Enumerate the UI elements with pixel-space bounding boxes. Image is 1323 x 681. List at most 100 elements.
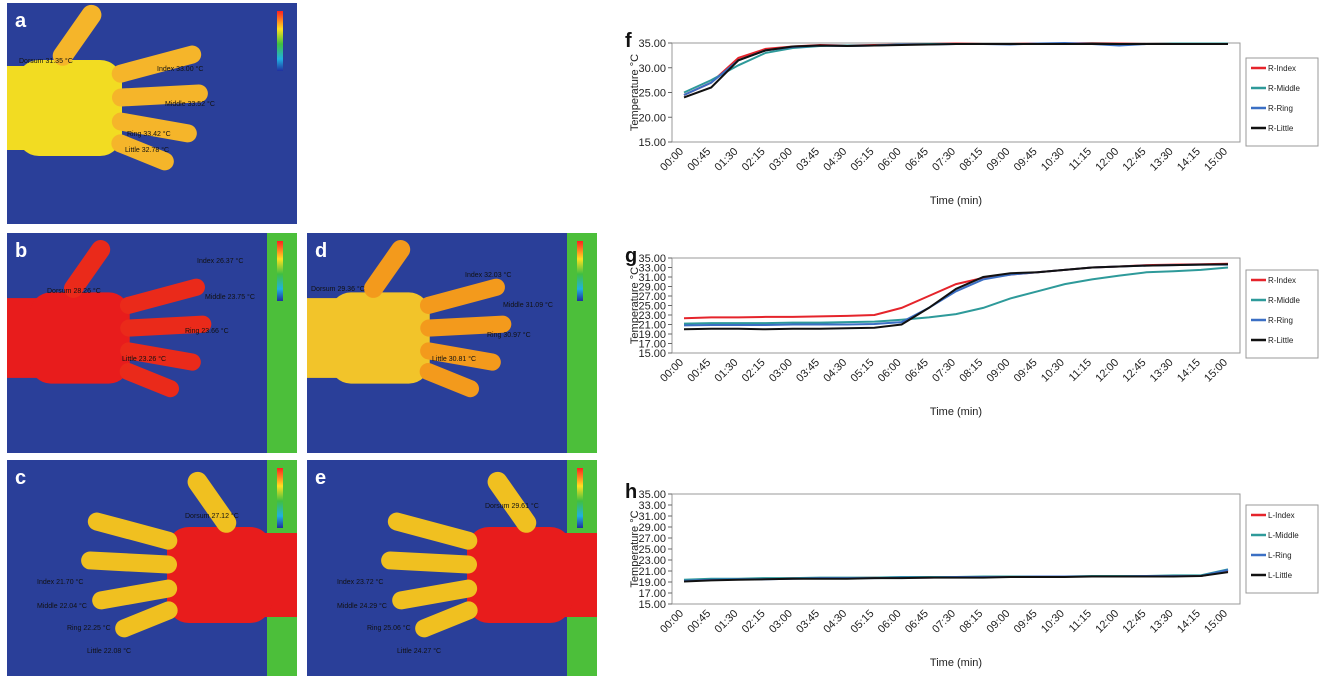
temperature-annotation: Little 23.26 °C bbox=[122, 355, 166, 363]
x-tick-label: 15:00 bbox=[1202, 608, 1230, 636]
y-tick-label: 17.00 bbox=[638, 588, 666, 600]
y-axis-title: Temperature °C bbox=[629, 510, 641, 587]
x-tick-label: 04:30 bbox=[821, 357, 849, 385]
x-tick-label: 01:30 bbox=[713, 608, 741, 636]
temperature-annotation: Index 26.37 °C bbox=[197, 257, 243, 265]
panel-label: c bbox=[15, 467, 26, 489]
x-tick-label: 12:45 bbox=[1121, 608, 1149, 636]
chart-label: h bbox=[625, 481, 637, 503]
x-tick-label: 06:45 bbox=[903, 146, 931, 174]
temperature-annotation: Middle 31.09 °C bbox=[503, 301, 553, 309]
x-tick-label: 11:15 bbox=[1067, 357, 1094, 384]
x-axis-title: Time (min) bbox=[930, 195, 982, 207]
legend-label: R-Index bbox=[1268, 276, 1296, 285]
legend-label: R-Middle bbox=[1268, 296, 1301, 305]
legend-label: R-Little bbox=[1268, 124, 1294, 133]
x-tick-label: 06:00 bbox=[876, 357, 904, 385]
y-tick-label: 15.00 bbox=[638, 137, 666, 149]
x-tick-label: 04:30 bbox=[821, 146, 849, 174]
thermal-image bbox=[0, 1, 297, 224]
x-tick-label: 15:00 bbox=[1202, 357, 1230, 385]
x-tick-label: 03:45 bbox=[794, 146, 822, 174]
x-tick-label: 11:15 bbox=[1067, 146, 1094, 173]
x-tick-label: 10:30 bbox=[1039, 357, 1067, 385]
temperature-annotation: Dorsum 27.12 °C bbox=[185, 512, 239, 520]
temperature-annotation: Index 33.00 °C bbox=[157, 65, 203, 73]
legend-label: L-Ring bbox=[1268, 551, 1292, 560]
series-line bbox=[684, 264, 1228, 329]
x-tick-label: 07:30 bbox=[930, 608, 958, 636]
x-tick-label: 05:15 bbox=[849, 608, 877, 636]
y-tick-label: 27.00 bbox=[638, 533, 666, 545]
temperature-annotation: Middle 33.52 °C bbox=[165, 100, 215, 108]
series-line bbox=[684, 572, 1228, 581]
y-tick-label: 19.00 bbox=[638, 577, 666, 589]
x-tick-label: 13:30 bbox=[1148, 146, 1176, 174]
y-tick-label: 35.00 bbox=[638, 253, 666, 265]
x-tick-label: 14:15 bbox=[1175, 608, 1203, 636]
x-tick-label: 05:15 bbox=[849, 357, 877, 385]
palm bbox=[30, 292, 130, 383]
x-tick-label: 02:15 bbox=[740, 357, 768, 385]
panel-label: e bbox=[315, 467, 326, 489]
panel-label: b bbox=[15, 240, 27, 262]
x-tick-label: 00:45 bbox=[685, 608, 713, 636]
legend-label: R-Ring bbox=[1268, 316, 1293, 325]
thermal-image bbox=[307, 460, 772, 676]
temperature-annotation: Middle 23.75 °C bbox=[205, 293, 255, 301]
color-bar bbox=[277, 468, 283, 528]
x-tick-label: 06:00 bbox=[876, 608, 904, 636]
x-tick-label: 02:15 bbox=[740, 608, 768, 636]
x-tick-label: 09:45 bbox=[1012, 146, 1040, 174]
x-tick-label: 12:00 bbox=[1093, 608, 1121, 636]
palm bbox=[330, 292, 430, 383]
temperature-annotation: Ring 25.06 °C bbox=[367, 624, 411, 632]
x-tick-label: 09:00 bbox=[985, 357, 1013, 385]
panel-label: d bbox=[315, 240, 327, 262]
temperature-annotation: Dorsum 29.61 °C bbox=[485, 502, 539, 510]
x-tick-label: 01:30 bbox=[713, 146, 741, 174]
temperature-annotation: Middle 22.04 °C bbox=[37, 602, 87, 610]
x-tick-label: 03:45 bbox=[794, 608, 822, 636]
y-tick-label: 33.00 bbox=[638, 500, 666, 512]
temperature-annotation: Ring 30.97 °C bbox=[487, 331, 531, 339]
x-tick-label: 06:00 bbox=[876, 146, 904, 174]
y-axis-title: Temperature °C bbox=[629, 54, 641, 131]
y-tick-label: 20.00 bbox=[638, 112, 666, 124]
y-tick-label: 23.00 bbox=[638, 555, 666, 567]
temperature-annotation: Little 32.78 °C bbox=[125, 146, 169, 154]
x-tick-label: 07:30 bbox=[930, 357, 958, 385]
series-line bbox=[684, 268, 1228, 324]
temperature-annotation: Ring 22.25 °C bbox=[67, 624, 111, 632]
legend-label: L-Index bbox=[1268, 511, 1295, 520]
x-tick-label: 09:45 bbox=[1012, 608, 1040, 636]
x-tick-label: 06:45 bbox=[903, 608, 931, 636]
temperature-annotation: Dorsum 31.35 °C bbox=[19, 57, 73, 65]
warm-edge bbox=[267, 233, 307, 453]
x-tick-label: 09:00 bbox=[985, 146, 1013, 174]
warm-edge bbox=[567, 233, 607, 453]
legend-label: R-Middle bbox=[1268, 84, 1301, 93]
temperature-annotation: Middle 24.29 °C bbox=[337, 602, 387, 610]
x-tick-label: 11:15 bbox=[1067, 608, 1094, 635]
x-axis-title: Time (min) bbox=[930, 657, 982, 669]
x-tick-label: 09:00 bbox=[985, 608, 1013, 636]
y-tick-label: 30.00 bbox=[638, 63, 666, 75]
x-tick-label: 12:00 bbox=[1093, 357, 1121, 385]
x-tick-label: 08:15 bbox=[957, 608, 985, 636]
color-bar bbox=[577, 241, 583, 301]
x-tick-label: 01:30 bbox=[713, 357, 741, 385]
x-tick-label: 00:00 bbox=[658, 146, 686, 174]
x-tick-label: 03:00 bbox=[767, 608, 795, 636]
x-tick-label: 08:15 bbox=[957, 357, 985, 385]
x-tick-label: 07:30 bbox=[930, 146, 958, 174]
x-tick-label: 08:15 bbox=[957, 146, 985, 174]
x-tick-label: 10:30 bbox=[1039, 146, 1067, 174]
temperature-annotation: Dorsum 28.26 °C bbox=[47, 287, 101, 295]
temperature-annotation: Ring 33.42 °C bbox=[127, 130, 171, 138]
plot-area bbox=[672, 494, 1240, 604]
x-tick-label: 15:00 bbox=[1202, 146, 1230, 174]
x-tick-label: 00:00 bbox=[658, 608, 686, 636]
x-tick-label: 05:15 bbox=[849, 146, 877, 174]
y-tick-label: 35.00 bbox=[638, 38, 666, 50]
